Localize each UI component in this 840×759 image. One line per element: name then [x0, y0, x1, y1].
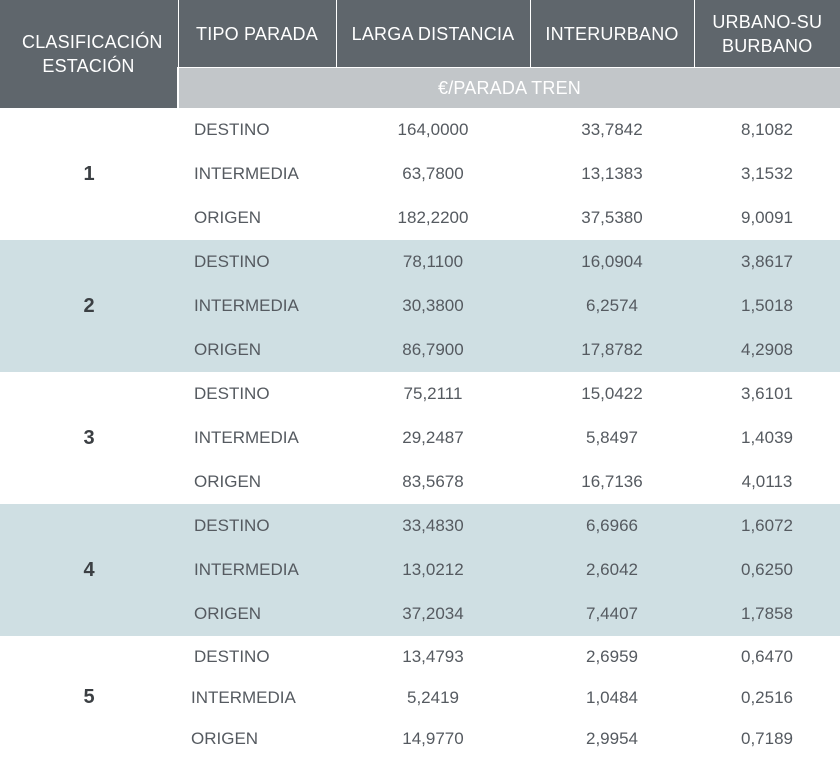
cell-tipo: INTERMEDIA	[178, 548, 336, 592]
cell-inter: 37,5380	[581, 208, 643, 227]
station-class-4: 4	[0, 504, 178, 636]
cell-urbano: 1,4039	[741, 428, 793, 447]
cell-urbano: 1,6072	[694, 504, 840, 548]
station-class-3: 3	[83, 426, 95, 449]
cell-inter: 15,0422	[581, 384, 643, 403]
cell-larga: 33,4830	[336, 504, 530, 548]
cell-tipo: DESTINO	[194, 120, 270, 139]
cell-tipo: ORIGEN	[191, 728, 259, 748]
table-row: ORIGEN 14,9770 2,9954 0,7189	[0, 718, 840, 759]
cell-urbano: 0,6250	[694, 548, 840, 592]
station-class-1: 1	[83, 162, 95, 185]
cell-larga: 182,2200	[397, 208, 469, 227]
table-row: INTERMEDIA 13,0212 2,6042 0,6250	[0, 548, 840, 592]
table-header: CLASIFICACIÓN ESTACIÓN TIPO PARADA LARGA…	[0, 0, 840, 108]
cell-larga: 29,2487	[402, 428, 464, 447]
cell-larga: 14,9770	[402, 728, 464, 748]
cell-tipo: INTERMEDIA	[178, 284, 336, 328]
cell-larga: 164,0000	[397, 120, 469, 139]
table-row: ORIGEN 37,2034 7,4407 1,7858	[0, 592, 840, 636]
header-tipo-parada: TIPO PARADA	[177, 0, 336, 68]
cell-inter: 16,7136	[581, 472, 643, 491]
table-row: INTERMEDIA 30,3800 6,2574 1,5018	[0, 284, 840, 328]
cell-tipo: INTERMEDIA	[191, 687, 296, 707]
cell-inter: 13,1383	[581, 164, 643, 183]
cell-urbano: 9,0091	[741, 208, 793, 227]
table-row: INTERMEDIA 63,7800 13,1383 3,1532	[0, 152, 840, 196]
header-clasificacion: CLASIFICACIÓN ESTACIÓN	[0, 0, 178, 108]
cell-larga: 13,4793	[402, 646, 464, 666]
table-row: 1 DESTINO 164,0000 33,7842 8,1082	[0, 108, 840, 185]
cell-inter: 7,4407	[530, 592, 694, 636]
cell-inter: 2,6042	[530, 548, 694, 592]
cell-larga: 13,0212	[336, 548, 530, 592]
cell-inter: 1,0484	[586, 687, 638, 707]
table-row: INTERMEDIA 5,2419 1,0484 0,2516	[0, 677, 840, 718]
cell-inter: 17,8782	[530, 328, 694, 372]
station-class-5: 5	[83, 686, 95, 708]
table-row: ORIGEN 83,5678 16,7136 4,0113	[0, 460, 840, 504]
cell-tipo: DESTINO	[178, 240, 336, 284]
cell-urbano: 3,6101	[741, 384, 793, 403]
table-row: ORIGEN 182,2200 37,5380 9,0091	[0, 196, 840, 240]
cell-urbano: 8,1082	[741, 120, 793, 139]
group-5: 5 DESTINO 13,4793 2,6959 0,6470 INTERMED…	[0, 636, 840, 759]
header-interurbano: INTERURBANO	[529, 0, 694, 68]
station-class-2: 2	[0, 240, 178, 372]
cell-larga: 86,7900	[336, 328, 530, 372]
cell-inter: 6,6966	[530, 504, 694, 548]
cell-inter: 2,9954	[586, 728, 638, 748]
cell-tipo: ORIGEN	[178, 592, 336, 636]
cell-inter: 6,2574	[530, 284, 694, 328]
cell-urbano: 1,7858	[694, 592, 840, 636]
group-1: 1 DESTINO 164,0000 33,7842 8,1082 INTERM…	[0, 108, 840, 240]
cell-tipo: DESTINO	[178, 504, 336, 548]
header-unit: €/PARADA TREN	[177, 67, 840, 108]
group-2: 2 DESTINO 78,1100 16,0904 3,8617 INTERME…	[0, 240, 840, 372]
table-row: ORIGEN 86,7900 17,8782 4,2908	[0, 328, 840, 372]
group-4: 4 DESTINO 33,4830 6,6966 1,6072 INTERMED…	[0, 504, 840, 636]
group-3: 3 DESTINO 75,2111 15,0422 3,6101 INTERME…	[0, 372, 840, 504]
cell-tipo: INTERMEDIA	[194, 164, 299, 183]
cell-urbano: 0,7189	[741, 728, 793, 748]
cell-tipo: ORIGEN	[194, 208, 262, 227]
cell-tipo: INTERMEDIA	[194, 428, 299, 447]
cell-inter: 2,6959	[586, 646, 638, 666]
cell-larga: 5,2419	[407, 687, 459, 707]
header-urbano-suburbano: URBANO-SUBURBANO	[693, 0, 840, 68]
header-larga-distancia: LARGA DISTANCIA	[335, 0, 530, 68]
cell-larga: 37,2034	[336, 592, 530, 636]
table-row: 4 DESTINO 33,4830 6,6966 1,6072	[0, 504, 840, 636]
cell-urbano: 4,0113	[741, 472, 793, 491]
cell-inter: 33,7842	[581, 120, 643, 139]
cell-urbano: 3,1532	[741, 164, 793, 183]
cell-larga: 78,1100	[336, 240, 530, 284]
cell-tipo: ORIGEN	[178, 328, 336, 372]
table-row: 5 DESTINO 13,4793 2,6959 0,6470	[0, 636, 840, 709]
table-row: 2 DESTINO 78,1100 16,0904 3,8617	[0, 240, 840, 372]
cell-larga: 63,7800	[402, 164, 464, 183]
cell-inter: 5,8497	[586, 428, 638, 447]
cell-urbano: 0,2516	[741, 687, 793, 707]
cell-urbano: 0,6470	[741, 646, 793, 666]
table-row: INTERMEDIA 29,2487 5,8497 1,4039	[0, 416, 840, 460]
cell-urbano: 3,8617	[694, 240, 840, 284]
cell-urbano: 1,5018	[694, 284, 840, 328]
cell-tipo: ORIGEN	[194, 472, 262, 491]
cell-larga: 83,5678	[402, 472, 464, 491]
cell-larga: 75,2111	[403, 384, 463, 403]
cell-urbano: 4,2908	[694, 328, 840, 372]
cell-inter: 16,0904	[530, 240, 694, 284]
cell-tipo: DESTINO	[194, 646, 270, 666]
cell-larga: 30,3800	[336, 284, 530, 328]
cell-tipo: DESTINO	[194, 384, 270, 403]
table-row: 3 DESTINO 75,2111 15,0422 3,6101	[0, 372, 840, 449]
